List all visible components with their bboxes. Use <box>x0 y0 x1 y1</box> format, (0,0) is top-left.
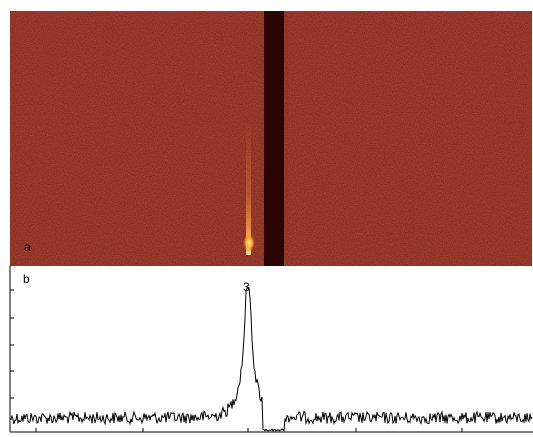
peak-label: 3 <box>243 280 250 294</box>
beam-stop-bar <box>264 11 284 266</box>
emission-streak <box>246 120 251 255</box>
panel-label-b: b <box>23 272 30 286</box>
hotspot <box>243 234 255 252</box>
spectrum-trace <box>10 287 533 432</box>
panel-label-a: a <box>24 240 31 254</box>
